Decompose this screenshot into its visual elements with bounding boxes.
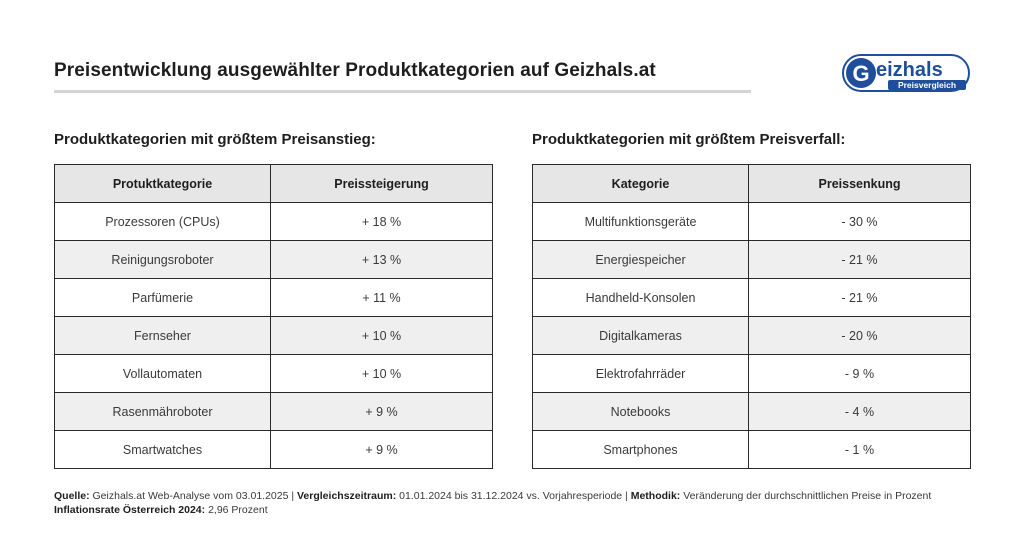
inflation-text: 2,96 Prozent — [208, 504, 268, 516]
table-row: Energiespeicher - 21 % — [532, 240, 971, 279]
svg-text:G: G — [852, 61, 869, 86]
category-cell: Smartphones — [532, 430, 749, 469]
category-cell: Fernseher — [54, 316, 271, 355]
increase-heading: Produktkategorien mit größtem Preisansti… — [54, 131, 376, 148]
period-label: Vergleichszeitraum: — [297, 490, 397, 502]
table-row: Fernseher + 10 % — [54, 316, 493, 355]
method-label: Methodik: — [630, 490, 681, 502]
price-decrease-table: Kategorie Preissenkung Multifunktionsger… — [532, 164, 971, 469]
table-row: Multifunktionsgeräte - 30 % — [532, 202, 971, 241]
category-cell: Notebooks — [532, 392, 749, 431]
value-cell: - 30 % — [748, 202, 971, 241]
page-title: Preisentwicklung ausgewählter Produktkat… — [54, 60, 656, 81]
category-cell: Digitalkameras — [532, 316, 749, 355]
source-label: Quelle: — [54, 490, 90, 502]
value-cell: + 10 % — [270, 316, 493, 355]
value-cell: + 18 % — [270, 202, 493, 241]
category-cell: Multifunktionsgeräte — [532, 202, 749, 241]
value-cell: + 11 % — [270, 278, 493, 317]
price-increase-table: Protuktkategorie Preissteigerung Prozess… — [54, 164, 493, 469]
table-row: Smartwatches + 9 % — [54, 430, 493, 469]
column-header-increase: Preissteigerung — [270, 164, 493, 203]
inflation-label: Inflationsrate Österreich 2024: — [54, 504, 206, 516]
value-cell: - 20 % — [748, 316, 971, 355]
title-underline — [54, 90, 751, 93]
category-cell: Vollautomaten — [54, 354, 271, 393]
category-cell: Reinigungsroboter — [54, 240, 271, 279]
category-cell: Rasenmähroboter — [54, 392, 271, 431]
table-row: Vollautomaten + 10 % — [54, 354, 493, 393]
table-row: Smartphones - 1 % — [532, 430, 971, 469]
category-cell: Smartwatches — [54, 430, 271, 469]
category-cell: Elektrofahrräder — [532, 354, 749, 393]
geizhals-logo[interactable]: G eizhals Preisvergleich — [842, 54, 970, 92]
category-cell: Prozessoren (CPUs) — [54, 202, 271, 241]
category-cell: Energiespeicher — [532, 240, 749, 279]
logo-wordmark: eizhals — [876, 59, 943, 81]
table-header-row: Kategorie Preissenkung — [532, 164, 971, 203]
footer-notes: Quelle: Geizhals.at Web-Analyse vom 03.0… — [54, 489, 984, 517]
table-row: Parfümerie + 11 % — [54, 278, 493, 317]
table-row: Prozessoren (CPUs) + 18 % — [54, 202, 493, 241]
value-cell: + 10 % — [270, 354, 493, 393]
value-cell: - 1 % — [748, 430, 971, 469]
footer-line-2: Inflationsrate Österreich 2024: 2,96 Pro… — [54, 503, 984, 517]
period-text: 01.01.2024 bis 31.12.2024 vs. Vorjahresp… — [399, 490, 628, 502]
value-cell: + 9 % — [270, 430, 493, 469]
logo-subtitle: Preisvergleich — [898, 80, 956, 90]
category-cell: Handheld-Konsolen — [532, 278, 749, 317]
table-row: Elektrofahrräder - 9 % — [532, 354, 971, 393]
value-cell: - 21 % — [748, 278, 971, 317]
value-cell: + 13 % — [270, 240, 493, 279]
method-text: Veränderung der durchschnittlichen Preis… — [683, 490, 932, 502]
value-cell: - 21 % — [748, 240, 971, 279]
table-row: Digitalkameras - 20 % — [532, 316, 971, 355]
table-header-row: Protuktkategorie Preissteigerung — [54, 164, 493, 203]
table-row: Rasenmähroboter + 9 % — [54, 392, 493, 431]
source-text: Geizhals.at Web-Analyse vom 03.01.2025 | — [92, 490, 295, 502]
table-row: Handheld-Konsolen - 21 % — [532, 278, 971, 317]
table-row: Notebooks - 4 % — [532, 392, 971, 431]
decrease-heading: Produktkategorien mit größtem Preisverfa… — [532, 131, 846, 148]
column-header-decrease: Preissenkung — [748, 164, 971, 203]
value-cell: - 9 % — [748, 354, 971, 393]
table-row: Reinigungsroboter + 13 % — [54, 240, 493, 279]
category-cell: Parfümerie — [54, 278, 271, 317]
value-cell: + 9 % — [270, 392, 493, 431]
column-header-category: Kategorie — [532, 164, 749, 203]
value-cell: - 4 % — [748, 392, 971, 431]
column-header-category: Protuktkategorie — [54, 164, 271, 203]
footer-line-1: Quelle: Geizhals.at Web-Analyse vom 03.0… — [54, 489, 984, 503]
